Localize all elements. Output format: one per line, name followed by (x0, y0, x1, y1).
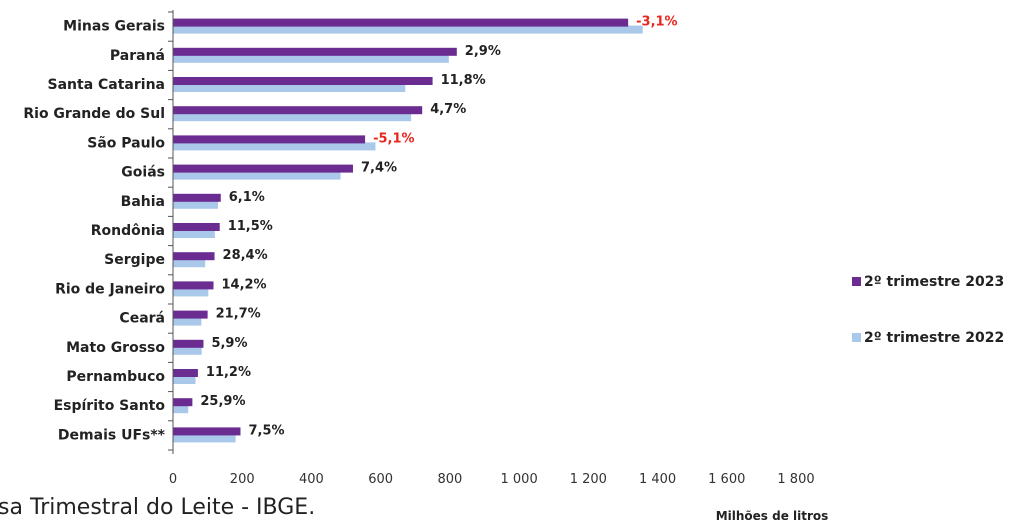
category-label-2: Santa Catarina (48, 77, 166, 93)
bar-2022-0 (173, 25, 643, 34)
bar-2022-7 (173, 230, 215, 238)
bar-2023-13 (173, 398, 193, 407)
bar-2023-8 (173, 252, 215, 261)
bar-2022-6 (173, 200, 218, 209)
bar-2022-3 (173, 113, 412, 122)
data-label-7: 11,5% (228, 219, 273, 234)
bar-2023-1 (173, 47, 457, 56)
legend-swatch-1 (852, 333, 861, 342)
data-label-5: 7,4% (361, 161, 397, 176)
bar-2022-4 (173, 142, 376, 151)
data-label-14: 7,5% (248, 423, 284, 438)
x-tick-label-3: 600 (368, 472, 393, 487)
bar-2023-5 (173, 164, 353, 173)
category-label-11: Mato Grosso (66, 340, 165, 356)
source-note: uisa Trimestral do Leite - IBGE. (0, 495, 316, 520)
bar-2023-14 (173, 427, 241, 436)
x-tick-label-5: 1 000 (501, 472, 538, 487)
bar-2022-5 (173, 171, 341, 180)
bar-2022-14 (173, 434, 236, 443)
category-label-13: Espírito Santo (54, 398, 166, 414)
x-tick-label-6: 1 200 (570, 472, 607, 487)
bar-2022-13 (173, 405, 189, 414)
x-tick-label-2: 400 (299, 472, 324, 487)
bar-2022-9 (173, 288, 209, 297)
category-label-7: Rondônia (91, 223, 165, 239)
bar-2023-11 (173, 339, 204, 348)
data-label-13: 25,9% (200, 394, 245, 409)
data-label-10: 21,7% (216, 307, 261, 322)
data-label-9: 14,2% (221, 277, 266, 292)
x-tick-label-9: 1 800 (777, 472, 814, 487)
category-label-3: Rio Grande do Sul (23, 106, 165, 122)
bar-2023-7 (173, 223, 220, 231)
data-label-11: 5,9% (211, 336, 247, 351)
category-label-9: Rio de Janeiro (55, 281, 165, 297)
data-label-4: -5,1% (373, 131, 414, 146)
data-label-2: 11,8% (441, 73, 486, 88)
bar-2023-0 (173, 18, 629, 27)
data-label-1: 2,9% (465, 44, 501, 59)
data-label-3: 4,7% (430, 102, 466, 117)
bar-2023-2 (173, 77, 433, 85)
x-tick-label-4: 800 (437, 472, 462, 487)
category-label-1: Paraná (110, 48, 165, 64)
bar-2022-12 (173, 376, 196, 384)
x-tick-label-0: 0 (169, 472, 177, 487)
data-label-8: 28,4% (223, 248, 268, 263)
data-label-12: 11,2% (206, 365, 251, 380)
bar-2023-12 (173, 369, 198, 377)
bar-2023-9 (173, 281, 214, 290)
category-label-10: Ceará (119, 311, 165, 327)
category-label-5: Goiás (121, 165, 165, 181)
legend-label-1: 2º trimestre 2022 (864, 330, 1004, 346)
x-axis-label: Milhões de litros (716, 509, 829, 523)
category-label-12: Pernambuco (66, 369, 165, 385)
bar-2023-4 (173, 135, 366, 144)
legend-swatch-0 (852, 277, 861, 286)
category-label-0: Minas Gerais (63, 19, 165, 35)
bar-2023-10 (173, 310, 208, 319)
x-tick-label-1: 200 (230, 472, 255, 487)
category-label-6: Bahia (121, 194, 165, 210)
data-label-6: 6,1% (229, 190, 265, 205)
bar-2023-3 (173, 106, 423, 115)
bar-2022-8 (173, 259, 206, 268)
x-tick-label-8: 1 600 (708, 472, 745, 487)
category-label-8: Sergipe (104, 252, 165, 268)
category-label-14: Demais UFs** (58, 427, 166, 443)
legend-label-0: 2º trimestre 2023 (864, 274, 1004, 290)
data-label-0: -3,1% (636, 15, 677, 30)
bar-2023-6 (173, 193, 221, 202)
x-tick-label-7: 1 400 (639, 472, 676, 487)
bar-2022-10 (173, 317, 202, 326)
category-label-4: São Paulo (87, 135, 165, 151)
bar-2022-11 (173, 346, 202, 355)
bar-2022-1 (173, 54, 449, 63)
bar-2022-2 (173, 84, 406, 92)
